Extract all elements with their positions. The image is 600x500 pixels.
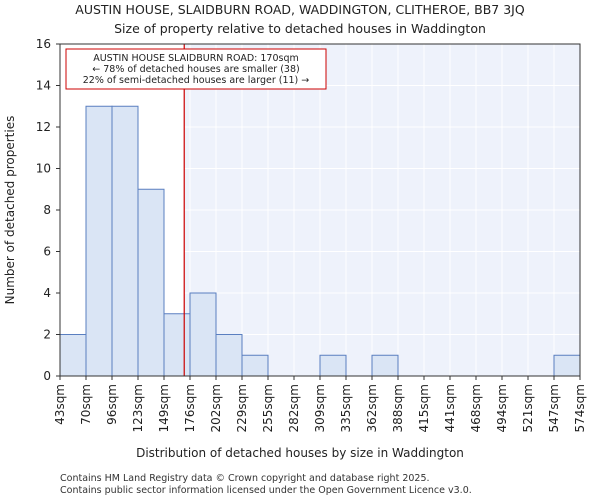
y-tick-label: 10 [36, 162, 51, 176]
y-tick-label: 12 [36, 120, 51, 134]
bar-96sqm [111, 105, 139, 377]
bars [59, 105, 581, 377]
bar-229sqm [241, 354, 269, 377]
x-tick-label: 202sqm [209, 384, 223, 432]
x-axis-label: Distribution of detached houses by size … [136, 446, 464, 460]
annotation-line3: 22% of semi-detached houses are larger (… [83, 75, 310, 86]
x-tick-label: 335sqm [339, 384, 353, 432]
x-tick-label: 96sqm [105, 384, 119, 425]
x-tick-label: 494sqm [495, 384, 509, 432]
y-tick-label: 0 [43, 369, 51, 383]
y-tick-label: 16 [36, 37, 51, 51]
y-axis-label: Number of detached properties [3, 116, 17, 305]
x-tick-label: 521sqm [521, 384, 535, 432]
x-tick-label: 70sqm [79, 384, 93, 425]
bar-70sqm [85, 105, 113, 377]
annotation-line1: AUSTIN HOUSE SLAIDBURN ROAD: 170sqm [93, 53, 299, 64]
x-axis-ticks: 43sqm 70sqm 96sqm 123sqm 149sqm 176sqm 202sqm 2… [53, 376, 587, 432]
x-tick-label: 43sqm [53, 384, 67, 425]
chart-title-line1: AUSTIN HOUSE, SLAIDBURN ROAD, WADDINGTON… [75, 2, 525, 17]
x-tick-label: 415sqm [417, 384, 431, 432]
footer-line2: Contains public sector information licen… [60, 485, 472, 496]
y-tick-label: 6 [43, 245, 51, 259]
bar-123sqm [137, 188, 165, 377]
x-tick-label: 255sqm [261, 384, 275, 432]
bar-43sqm [59, 334, 87, 377]
x-tick-label: 468sqm [469, 384, 483, 432]
y-axis-ticks: 0 2 4 6 8 10 12 14 16 [36, 37, 60, 383]
x-tick-label: 362sqm [365, 384, 379, 432]
bar-202sqm [215, 334, 243, 377]
bar-362sqm [371, 354, 399, 377]
y-tick-label: 4 [43, 286, 51, 300]
x-tick-label: 309sqm [313, 384, 327, 432]
y-tick-label: 14 [36, 79, 51, 93]
x-tick-label: 123sqm [131, 384, 145, 432]
bar-149sqm [163, 313, 191, 377]
bar-547sqm [553, 354, 581, 377]
x-tick-label: 441sqm [443, 384, 457, 432]
y-tick-label: 2 [43, 328, 51, 342]
annotation-box: AUSTIN HOUSE SLAIDBURN ROAD: 170sqm ← 78… [65, 48, 327, 90]
bar-309sqm [319, 354, 347, 377]
annotation-line2: ← 78% of detached houses are smaller (38… [92, 64, 299, 75]
chart-title-line2: Size of property relative to detached ho… [114, 21, 486, 36]
x-tick-label: 229sqm [235, 384, 249, 432]
x-tick-label: 547sqm [547, 384, 561, 432]
footer-line1: Contains HM Land Registry data © Crown c… [60, 473, 430, 484]
x-tick-label: 574sqm [573, 384, 587, 432]
x-tick-label: 149sqm [157, 384, 171, 432]
y-tick-label: 8 [43, 203, 51, 217]
bar-176sqm [189, 292, 217, 377]
x-tick-label: 388sqm [391, 384, 405, 432]
x-tick-label: 282sqm [287, 384, 301, 432]
x-tick-label: 176sqm [183, 384, 197, 432]
